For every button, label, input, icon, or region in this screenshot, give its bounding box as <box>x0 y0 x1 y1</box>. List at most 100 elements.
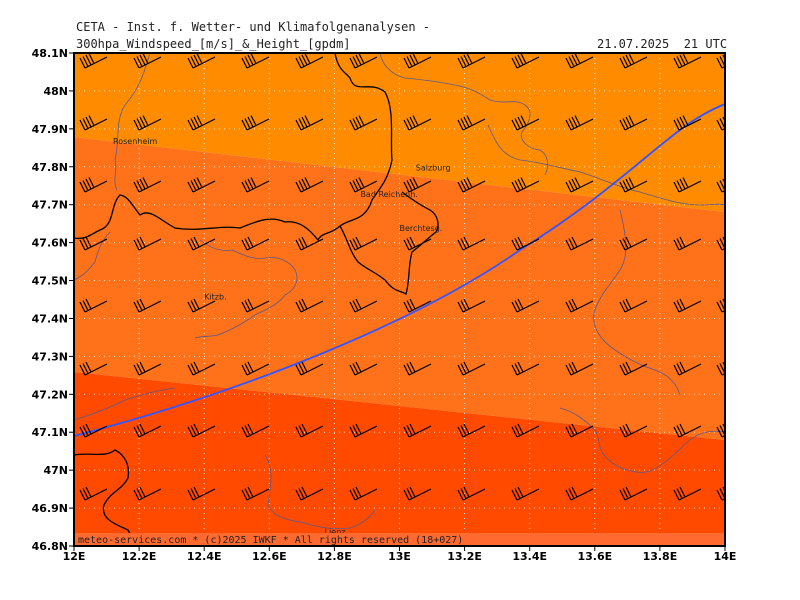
border-germany-austria <box>74 53 393 242</box>
wind-barb <box>673 177 702 193</box>
chart-subtitle: 300hpa_Windspeed_[m/s]_&_Height_[gpdm] <box>76 37 351 51</box>
wind-barb <box>511 423 540 438</box>
wind-barb <box>79 298 108 313</box>
x-tick-label: 13.6E <box>577 550 612 563</box>
wind-barb <box>349 361 378 376</box>
y-axis: 48.1N 48N 47.9N 47.8N 47.7N 47.6N 47.5N 47.4N 47… <box>32 47 74 553</box>
timestamp: 21.07.2025 21 UTC <box>597 37 728 51</box>
wind-barb <box>133 53 162 69</box>
wind-barb <box>241 115 270 131</box>
wind-barb <box>241 423 270 438</box>
wind-barb <box>565 486 594 501</box>
wind-barb <box>295 423 324 438</box>
wind-barb <box>457 115 486 131</box>
wind-barb <box>295 177 324 193</box>
wind-barb <box>511 115 540 131</box>
wind-barb <box>79 236 108 251</box>
wind-barb <box>79 115 108 131</box>
wind-barb <box>565 177 594 193</box>
border-berchtesgaden <box>339 191 439 296</box>
y-tick-label: 46.9N <box>32 502 68 515</box>
y-tick-label: 48.1N <box>32 47 68 60</box>
wind-barb <box>349 236 378 251</box>
wind-barb <box>619 298 648 313</box>
wind-barb <box>619 236 648 251</box>
wind-barb <box>241 53 270 69</box>
wind-barb <box>565 53 594 69</box>
border-austria-italy <box>74 449 136 546</box>
wind-barb <box>673 115 702 131</box>
wind-barb <box>565 115 594 131</box>
wind-barb <box>403 298 432 313</box>
wind-barb <box>295 486 324 501</box>
wind-barb <box>79 486 108 501</box>
x-axis: 12E 12.2E 12.4E 12.6E 12.8E 13E 13.2E 13.4E 13.6… <box>63 546 736 563</box>
wind-barb <box>619 423 648 438</box>
wind-barb <box>619 115 648 131</box>
wind-barb <box>349 53 378 69</box>
chart-title: CETA - Inst. f. Wetter- und Klimafolgena… <box>76 20 431 34</box>
wind-barb <box>295 236 324 251</box>
wind-barb <box>403 115 432 131</box>
wind-barb <box>403 236 432 251</box>
city-label: Rosenheim <box>113 137 157 146</box>
wind-barb <box>349 423 378 438</box>
wind-barb <box>349 115 378 131</box>
wind-barb <box>403 361 432 376</box>
country-borders <box>74 53 439 546</box>
wind-barb <box>241 486 270 501</box>
wind-barb <box>295 361 324 376</box>
regional-borders <box>74 53 725 530</box>
x-tick-label: 13.4E <box>512 550 547 563</box>
wind-barb <box>187 486 216 501</box>
wind-barb <box>673 486 702 501</box>
wind-barb <box>457 486 486 501</box>
wind-barb <box>619 361 648 376</box>
x-tick-label: 12E <box>63 550 86 563</box>
y-tick-label: 47.3N <box>32 350 68 363</box>
wind-barb <box>187 115 216 131</box>
wind-barb <box>187 236 216 251</box>
wind-barb <box>187 53 216 69</box>
wind-barb <box>403 177 432 193</box>
wind-barb <box>187 298 216 313</box>
x-tick-label: 13E <box>388 550 411 563</box>
wind-barb <box>349 177 378 193</box>
wind-barbs <box>79 53 725 501</box>
wind-barb <box>133 361 162 376</box>
wind-barb <box>511 236 540 251</box>
x-tick-label: 13.8E <box>643 550 678 563</box>
footer-bar <box>74 533 725 546</box>
wind-barb <box>565 236 594 251</box>
wind-barb <box>349 486 378 501</box>
y-tick-label: 47N <box>43 464 68 477</box>
wind-barb <box>619 53 648 69</box>
wind-barb <box>673 53 702 69</box>
wind-barb <box>133 236 162 251</box>
wind-barb <box>457 423 486 438</box>
wind-barb <box>241 177 270 193</box>
city-label: Bad Reichenh. <box>360 190 417 199</box>
wind-barb <box>241 361 270 376</box>
wind-barb <box>133 177 162 193</box>
y-tick-label: 47.9N <box>32 123 68 136</box>
y-tick-label: 47.7N <box>32 199 68 212</box>
y-tick-label: 47.5N <box>32 275 68 288</box>
wind-barb <box>673 361 702 376</box>
wind-barb <box>511 53 540 69</box>
wind-barb <box>241 298 270 313</box>
wind-barb <box>295 115 324 131</box>
wind-barb <box>457 53 486 69</box>
wind-barb <box>295 298 324 313</box>
y-tick-label: 47.6N <box>32 237 68 250</box>
wind-barb <box>187 423 216 438</box>
wind-barb <box>511 177 540 193</box>
city-labels: Rosenheim Salzburg Bad Reichenh. Berchtesg.… <box>113 137 450 537</box>
city-label: Kitzb. <box>204 293 226 302</box>
wind-barb <box>457 177 486 193</box>
wind-barb <box>565 423 594 438</box>
wind-barb <box>241 236 270 251</box>
wind-barb <box>673 298 702 313</box>
x-tick-label: 13.2E <box>447 550 482 563</box>
